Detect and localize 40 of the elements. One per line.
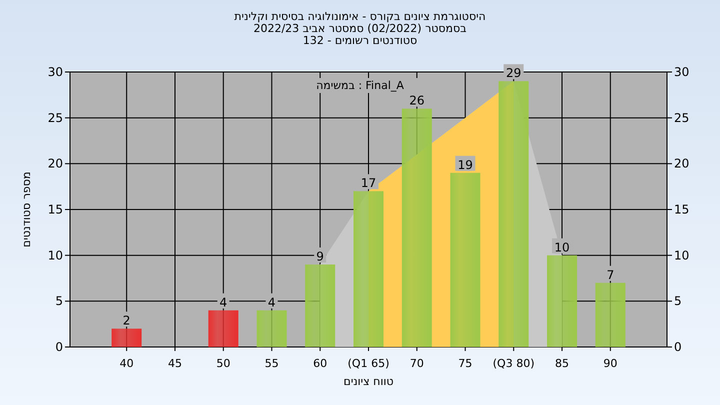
y-tick-label: 5 xyxy=(55,294,63,308)
chart-title: היסטוגרמת ציונים בקורס - אימונולוגיה בסיסית וקלינית xyxy=(234,10,486,23)
x-tick-label: 75 xyxy=(458,357,472,370)
y-tick-label: 20 xyxy=(48,156,63,171)
y-axis-title: מספר סטודנטים xyxy=(20,172,33,248)
y-tick-label: 15 xyxy=(48,202,63,216)
x-tick-label: 50 xyxy=(216,357,230,370)
data-label: 17 xyxy=(360,176,376,190)
y-tick-label: 25 xyxy=(48,110,63,125)
x-tick-label: 45 xyxy=(168,357,182,370)
x-tick-label: 70 xyxy=(410,357,424,370)
y2-tick-label: 10 xyxy=(674,248,690,262)
y2-tick-label: 30 xyxy=(674,65,690,79)
x-tick-label: 90 xyxy=(603,357,618,370)
data-label: 2 xyxy=(122,314,130,328)
data-label: 7 xyxy=(606,268,614,282)
y2-tick-label: 5 xyxy=(674,294,682,308)
data-label: 10 xyxy=(554,240,570,254)
y-tick-label: 10 xyxy=(48,248,63,262)
x-tick-label: 55 xyxy=(264,357,279,370)
x-tick-label: (Q3 80) xyxy=(492,357,535,370)
y2-tick-label: 25 xyxy=(674,110,690,125)
y2-tick-label: 20 xyxy=(674,156,690,171)
data-label: 29 xyxy=(506,66,522,80)
x-axis-title: טווח ציונים xyxy=(344,375,394,388)
y-tick-label: 0 xyxy=(55,340,63,354)
chart-subtitle: בסמסטר (02/2022) סמסטר אביב 2022/23 סטודנטים רשומים - 132 xyxy=(253,22,467,47)
annotation: Final_A : במשימה xyxy=(316,79,404,92)
x-tick-label: (Q1 65) xyxy=(348,357,390,370)
x-tick-label: 85 xyxy=(555,357,570,370)
data-label: 19 xyxy=(458,158,473,172)
data-label: 9 xyxy=(316,250,324,264)
x-tick-label: 40 xyxy=(120,357,134,370)
data-label: 4 xyxy=(220,295,228,310)
data-label: 26 xyxy=(409,94,425,108)
y2-tick-label: 0 xyxy=(674,340,682,354)
data-label: 4 xyxy=(268,295,276,310)
x-tick-label: 60 xyxy=(313,357,328,370)
y-tick-label: 30 xyxy=(48,65,63,79)
y2-tick-label: 15 xyxy=(674,202,690,216)
